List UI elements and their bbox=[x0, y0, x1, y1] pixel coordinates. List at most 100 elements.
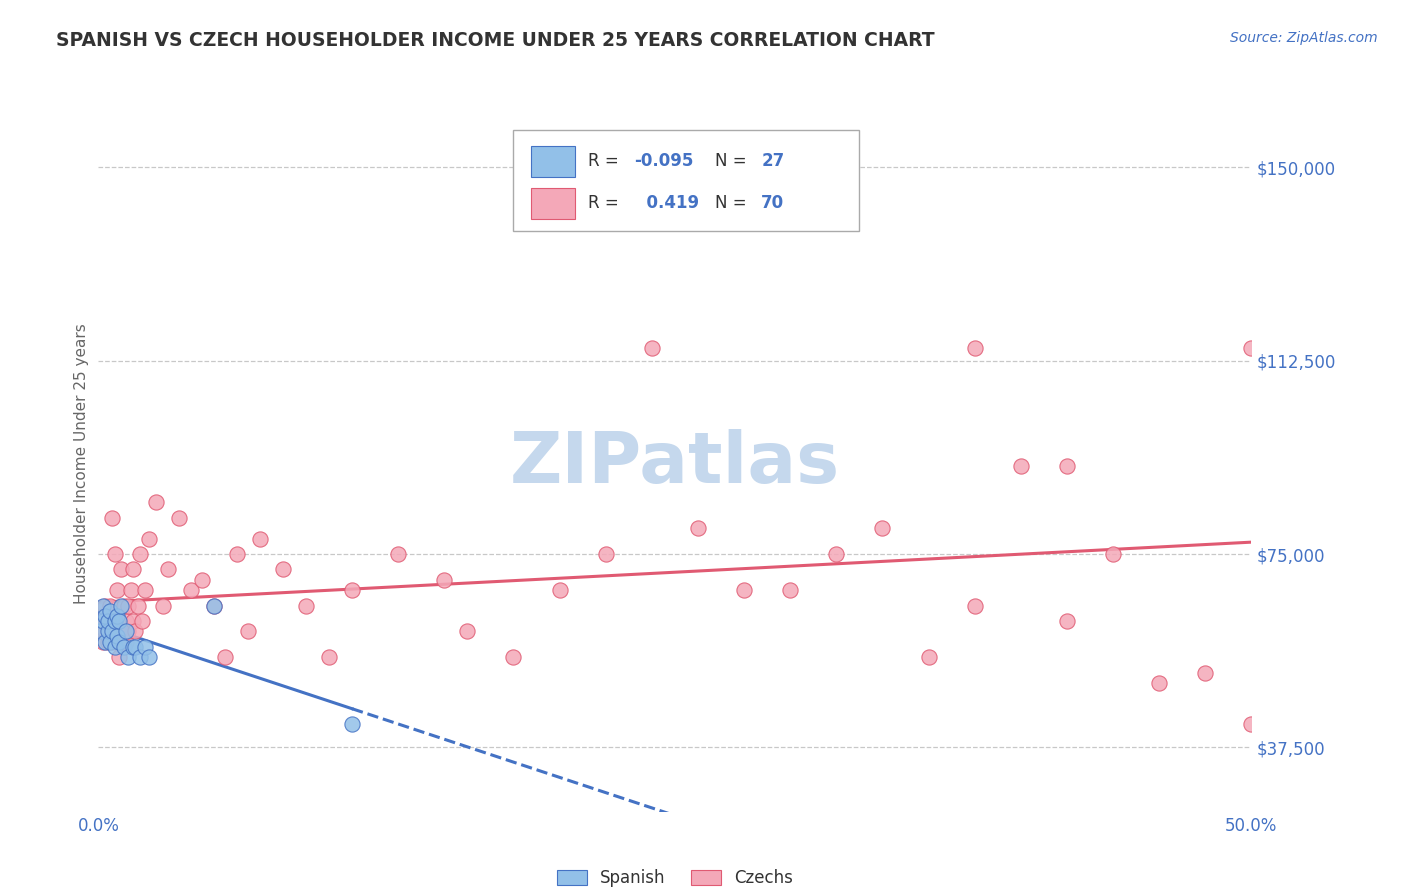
Point bbox=[124, 624, 146, 639]
Point bbox=[1102, 547, 1125, 561]
Point bbox=[117, 650, 139, 665]
Point bbox=[110, 599, 132, 613]
Point bbox=[120, 583, 142, 598]
Point bbox=[1010, 459, 1032, 474]
Point bbox=[129, 547, 152, 561]
Point bbox=[167, 511, 190, 525]
Point bbox=[872, 521, 894, 535]
Point bbox=[134, 583, 156, 598]
Text: N =: N = bbox=[716, 153, 747, 170]
Point bbox=[91, 599, 114, 613]
Point bbox=[97, 614, 120, 628]
Point bbox=[122, 640, 145, 654]
Point bbox=[98, 634, 121, 648]
Point bbox=[191, 573, 214, 587]
Y-axis label: Householder Income Under 25 years: Householder Income Under 25 years bbox=[75, 324, 89, 604]
Point bbox=[214, 650, 236, 665]
Point bbox=[94, 624, 117, 639]
Point bbox=[108, 634, 131, 648]
Point bbox=[1056, 459, 1078, 474]
Point bbox=[101, 624, 124, 639]
Point bbox=[117, 599, 139, 613]
Point bbox=[122, 562, 145, 576]
Point bbox=[963, 599, 986, 613]
Point bbox=[318, 650, 340, 665]
Point bbox=[129, 650, 152, 665]
Point bbox=[122, 614, 145, 628]
Point bbox=[271, 562, 294, 576]
Point bbox=[108, 614, 131, 628]
Point bbox=[387, 547, 409, 561]
Point bbox=[115, 634, 138, 648]
FancyBboxPatch shape bbox=[530, 187, 575, 219]
Point bbox=[548, 583, 571, 598]
Point bbox=[117, 624, 139, 639]
Point bbox=[340, 717, 363, 731]
Point bbox=[98, 604, 121, 618]
Point bbox=[101, 634, 124, 648]
Point bbox=[825, 547, 848, 561]
Text: ZIPatlas: ZIPatlas bbox=[510, 429, 839, 499]
Point bbox=[202, 599, 225, 613]
Point bbox=[91, 614, 114, 628]
Point bbox=[103, 640, 125, 654]
Text: 27: 27 bbox=[762, 153, 785, 170]
Point bbox=[1240, 717, 1263, 731]
Point bbox=[134, 640, 156, 654]
Point bbox=[105, 583, 128, 598]
Point bbox=[156, 562, 179, 576]
Point bbox=[91, 634, 114, 648]
Text: SPANISH VS CZECH HOUSEHOLDER INCOME UNDER 25 YEARS CORRELATION CHART: SPANISH VS CZECH HOUSEHOLDER INCOME UNDE… bbox=[56, 31, 935, 50]
Point bbox=[98, 624, 121, 639]
Point bbox=[103, 547, 125, 561]
Point bbox=[94, 608, 117, 623]
Text: N =: N = bbox=[716, 194, 747, 212]
Point bbox=[249, 532, 271, 546]
Point bbox=[963, 341, 986, 355]
Text: Source: ZipAtlas.com: Source: ZipAtlas.com bbox=[1230, 31, 1378, 45]
Point bbox=[456, 624, 478, 639]
Point bbox=[105, 630, 128, 644]
Point bbox=[94, 634, 117, 648]
Point bbox=[97, 634, 120, 648]
Point bbox=[502, 650, 524, 665]
FancyBboxPatch shape bbox=[530, 146, 575, 178]
Point bbox=[238, 624, 260, 639]
Point bbox=[733, 583, 755, 598]
Point bbox=[112, 640, 135, 654]
Point bbox=[180, 583, 202, 598]
Point bbox=[105, 634, 128, 648]
Text: 0.419: 0.419 bbox=[634, 194, 699, 212]
Point bbox=[138, 650, 160, 665]
Point bbox=[127, 599, 149, 613]
Point bbox=[145, 495, 167, 509]
Point bbox=[91, 608, 114, 623]
Text: R =: R = bbox=[588, 194, 619, 212]
Point bbox=[98, 599, 121, 613]
Point bbox=[779, 583, 801, 598]
Point bbox=[105, 608, 128, 623]
Point bbox=[112, 599, 135, 613]
Point bbox=[1147, 676, 1170, 690]
Point bbox=[108, 650, 131, 665]
FancyBboxPatch shape bbox=[513, 130, 859, 231]
Point bbox=[340, 583, 363, 598]
Point bbox=[641, 341, 664, 355]
Point bbox=[115, 614, 138, 628]
Point bbox=[97, 624, 120, 639]
Point bbox=[101, 511, 124, 525]
Point bbox=[1056, 614, 1078, 628]
Point bbox=[131, 614, 153, 628]
Point bbox=[115, 624, 138, 639]
Point bbox=[103, 614, 125, 628]
Point bbox=[202, 599, 225, 613]
Point bbox=[1240, 341, 1263, 355]
Text: 70: 70 bbox=[762, 194, 785, 212]
Legend: Spanish, Czechs: Spanish, Czechs bbox=[550, 863, 800, 892]
Point bbox=[110, 562, 132, 576]
Point bbox=[595, 547, 617, 561]
Text: R =: R = bbox=[588, 153, 624, 170]
Point bbox=[90, 624, 112, 639]
Point bbox=[138, 532, 160, 546]
Text: -0.095: -0.095 bbox=[634, 153, 695, 170]
